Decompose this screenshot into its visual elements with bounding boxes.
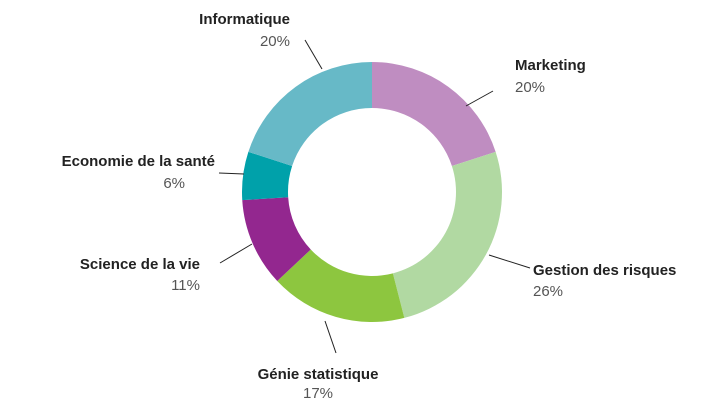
segment-percent: 26%: [533, 283, 563, 300]
segment-percent: 20%: [260, 33, 290, 50]
leader-line: [219, 243, 253, 264]
segment-percent: 20%: [515, 79, 545, 96]
donut-segment: [242, 197, 311, 281]
segment-name: Génie statistique: [258, 366, 379, 383]
leader-line: [488, 254, 531, 269]
donut-segment: [392, 151, 503, 318]
segment-name: Economie de la santé: [62, 153, 215, 170]
donut-segment: [277, 249, 405, 322]
leader-line: [218, 172, 245, 175]
donut-segment: [242, 151, 293, 201]
leader-line: [324, 320, 337, 354]
segment-name: Marketing: [515, 57, 586, 74]
segment-name: Gestion des risques: [533, 262, 676, 279]
donut-segment: [248, 62, 372, 167]
segment-percent: 17%: [303, 385, 333, 401]
leader-line: [465, 90, 494, 107]
leader-line: [304, 39, 323, 70]
donut-segment: [372, 62, 496, 167]
segment-percent: 11%: [171, 277, 200, 294]
segment-name: Science de la vie: [80, 256, 200, 273]
segment-percent: 6%: [163, 175, 185, 192]
segment-name: Informatique: [199, 11, 290, 28]
